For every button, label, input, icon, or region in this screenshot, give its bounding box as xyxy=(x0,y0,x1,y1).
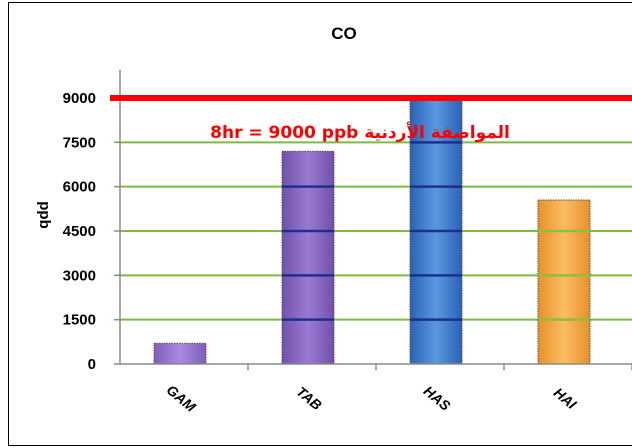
y-tick-label: 0 xyxy=(88,356,96,373)
y-axis-label: ppb xyxy=(36,201,53,229)
bar-hai xyxy=(537,199,591,365)
x-tick-label-gam: GAM xyxy=(164,382,200,415)
y-tick-label: 1500 xyxy=(63,312,96,329)
bars-layer xyxy=(153,98,591,365)
y-tick-label: 7500 xyxy=(63,134,96,151)
bar-tab xyxy=(281,150,335,365)
y-tick-label: 3000 xyxy=(63,267,96,284)
y-tick-label: 4500 xyxy=(63,223,96,240)
x-tick-labels: GAM TAB HAS HAI xyxy=(164,364,632,415)
y-tick-labels: 0 1500 3000 4500 6000 7500 9000 xyxy=(63,90,120,373)
y-tick-label: 9000 xyxy=(63,90,96,107)
chart-title: CO xyxy=(331,24,357,43)
x-tick-label-tab: TAB xyxy=(293,383,325,413)
x-tick-label-has: HAS xyxy=(421,383,454,415)
reference-line-label: 8hr = 9000 ppb المواصفة الأردنية xyxy=(210,122,510,143)
y-tick-label: 6000 xyxy=(63,179,96,196)
x-tick-label-hai: HAI xyxy=(551,384,581,412)
bar-gam xyxy=(153,342,207,365)
